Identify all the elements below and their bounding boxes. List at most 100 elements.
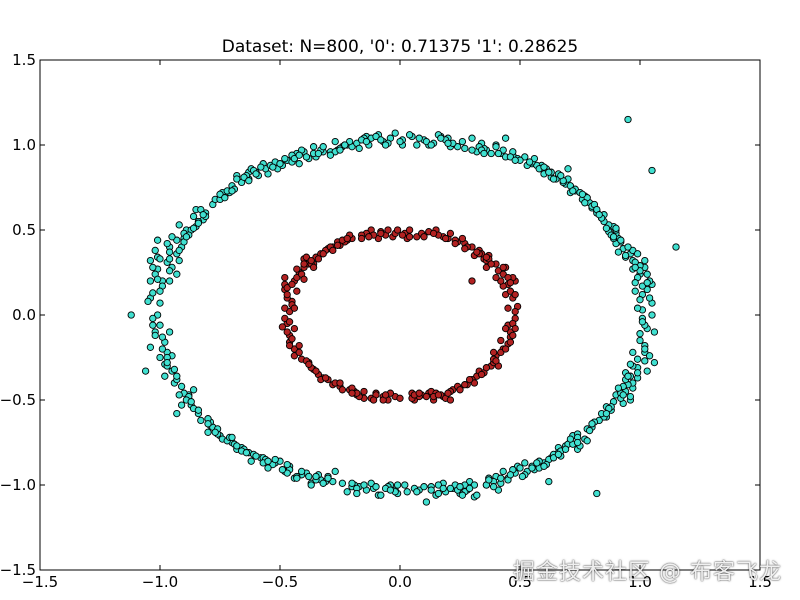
class-0-point-347 [631, 287, 639, 295]
class-0-point-480 [489, 483, 498, 491]
y-tick-label-2: −0.5 [0, 391, 36, 409]
class-0-point-61 [413, 141, 421, 149]
class-1-point-190 [281, 304, 289, 312]
y-tick-label-1: −1.0 [0, 476, 36, 494]
data-points [127, 115, 680, 506]
class-0-point-542 [314, 149, 323, 158]
class-1-point-171 [295, 348, 303, 357]
class-0-point-540 [204, 420, 212, 428]
class-0-point-360 [158, 345, 167, 353]
class-0-point-523 [528, 464, 536, 472]
class-0-point-545 [175, 246, 183, 255]
class-1-point-86 [497, 348, 505, 357]
class-0-point-493 [283, 469, 291, 477]
class-0-point-544 [540, 462, 548, 470]
class-0-point-506 [614, 384, 623, 392]
class-0-point-161 [165, 248, 174, 256]
class-0-point-350 [487, 149, 495, 158]
class-0-point-435 [156, 321, 164, 329]
class-0-point-534 [151, 331, 159, 340]
y-tick-label-0: −1.5 [0, 561, 36, 579]
class-1-point-198 [434, 391, 443, 399]
class-0-point-203 [156, 299, 164, 307]
class-0-point-432 [283, 460, 291, 469]
class-0-point-514 [156, 255, 164, 263]
class-0-point-413 [629, 246, 637, 255]
class-0-point-475 [165, 255, 174, 263]
class-0-point-325 [326, 151, 335, 159]
class-0-point-487 [609, 233, 618, 241]
class-0-point-391 [468, 134, 476, 142]
class-0-point-394 [293, 474, 301, 482]
class-0-point-429 [549, 175, 558, 183]
class-1-point-4 [497, 336, 505, 345]
class-1-point-212 [482, 364, 491, 372]
class-0-point-361 [602, 224, 611, 232]
class-0-point-499 [494, 149, 503, 158]
class-0-point-303 [420, 483, 428, 491]
class-0-point-466 [173, 372, 181, 380]
class-0-point-521 [295, 151, 303, 159]
class-1-point-204 [461, 381, 469, 389]
class-0-point-516 [324, 474, 332, 482]
class-0-point-496 [319, 143, 327, 151]
class-0-point-28 [146, 277, 155, 285]
class-0-point-517 [566, 435, 575, 443]
class-0-point-315 [165, 328, 174, 336]
class-0-point-459 [348, 479, 356, 487]
class-1-point-141 [288, 335, 296, 343]
class-1-point-214 [429, 229, 438, 238]
class-0-point-336 [636, 336, 644, 345]
class-0-point-47 [650, 328, 659, 336]
x-tick-label-5: 1.0 [628, 573, 652, 591]
class-0-point-311 [252, 452, 260, 460]
class-0-point-417 [276, 160, 284, 168]
class-0-point-98 [403, 488, 411, 496]
x-tick-label-3: 0.0 [388, 573, 412, 591]
class-0-point-525 [165, 267, 174, 275]
class-1-point-98 [290, 352, 299, 360]
class-0-point-500 [242, 449, 251, 457]
class-0-point-489 [377, 136, 385, 144]
class-0-point-380 [415, 134, 423, 142]
class-0-point-376 [194, 219, 203, 227]
class-1-point-83 [501, 290, 510, 299]
class-1-point-0 [468, 277, 476, 285]
class-0-point-479 [290, 154, 299, 163]
class-0-point-371 [633, 304, 642, 312]
class-0-point-509 [545, 168, 553, 176]
class-1-point-223 [473, 248, 481, 256]
class-0-point-538 [381, 141, 390, 149]
class-1-point-49 [281, 314, 289, 323]
class-0-point-510 [264, 457, 272, 465]
class-1-point-174 [333, 241, 342, 249]
class-0-point-528 [437, 134, 445, 142]
class-1-point-160 [338, 386, 347, 394]
class-1-point-222 [283, 290, 291, 299]
class-1-point-188 [321, 374, 330, 382]
class-0-point-492 [525, 158, 534, 166]
class-0-point-407 [626, 360, 635, 368]
class-1-point-181 [511, 324, 519, 333]
class-0-point-531 [633, 250, 642, 258]
class-0-point-126 [197, 416, 205, 425]
class-1-point-72 [405, 226, 414, 234]
class-0-point-520 [629, 348, 637, 357]
class-0-point-422 [401, 481, 409, 489]
class-0-point-488 [305, 472, 313, 481]
class-0-point-443 [530, 154, 539, 163]
x-tick-label-4: 0.5 [508, 573, 532, 591]
watermark-text: 掘金技术社区 @ 布客飞龙 [513, 560, 782, 585]
class-1-point-102 [396, 394, 404, 402]
class-0-point-77 [331, 467, 339, 476]
class-0-point-19 [564, 165, 572, 173]
class-0-point-442 [413, 488, 421, 496]
class-0-point-458 [533, 459, 541, 467]
class-1-point-67 [293, 273, 301, 282]
tick-labels: −1.5 −1.0 −0.5 0.0 0.5 1.0 1.5 −1.5 −1.0 −0.5 0.0 0… [0, 51, 772, 591]
class-1-point-207 [381, 391, 390, 399]
class-0-point-339 [151, 246, 159, 255]
class-1-point-148 [365, 233, 373, 241]
class-1-point-216 [506, 279, 515, 287]
